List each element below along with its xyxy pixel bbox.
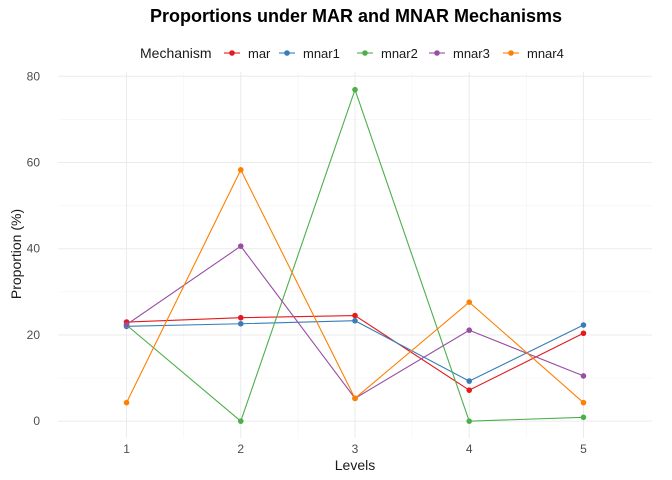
legend-label: mnar4 xyxy=(527,46,564,61)
legend-key-point xyxy=(284,50,290,56)
data-point-mnar1 xyxy=(580,322,587,328)
legend-title: Mechanism xyxy=(140,45,212,61)
legend-key-point xyxy=(362,50,368,56)
legend-key-point xyxy=(229,50,235,56)
data-point-mnar1 xyxy=(466,378,473,384)
series-mnar2 xyxy=(123,86,587,424)
y-tick-label: 60 xyxy=(27,156,41,170)
data-point-mar xyxy=(237,314,244,321)
data-point-mnar1 xyxy=(237,320,244,327)
data-point-mnar4 xyxy=(466,299,473,306)
legend: Mechanism mar mnar1 mnar2 mnar3 mnar4 xyxy=(140,45,564,61)
series-layer xyxy=(123,86,587,424)
legend-item-mnar3: mnar3 xyxy=(429,46,490,61)
x-tick-label: 5 xyxy=(580,442,587,456)
chart-title: Proportions under MAR and MNAR Mechanism… xyxy=(150,6,562,26)
data-point-mnar4 xyxy=(580,399,587,406)
data-point-mnar3 xyxy=(580,373,587,379)
tick-labels: 0 20 40 60 80 1 2 3 4 5 xyxy=(27,69,587,456)
legend-key-point xyxy=(508,50,514,56)
grid xyxy=(58,72,652,438)
x-tick-label: 1 xyxy=(123,442,130,456)
data-point-mar xyxy=(466,387,473,393)
data-point-mnar2 xyxy=(352,86,358,93)
data-point-mar xyxy=(352,312,358,319)
legend-item-mnar4: mnar4 xyxy=(503,46,564,61)
y-axis-label: Proportion (%) xyxy=(8,209,24,299)
y-tick-label: 0 xyxy=(33,414,40,428)
x-tick-label: 2 xyxy=(237,442,244,456)
y-tick-label: 40 xyxy=(27,242,41,256)
legend-label: mnar1 xyxy=(303,46,340,61)
legend-label: mnar2 xyxy=(381,46,418,61)
x-tick-label: 3 xyxy=(352,442,359,456)
legend-label: mnar3 xyxy=(453,46,490,61)
data-point-mnar4 xyxy=(237,167,244,173)
data-point-mnar3 xyxy=(237,243,244,249)
data-point-mnar2 xyxy=(466,418,473,424)
data-point-mnar4 xyxy=(352,395,358,402)
y-tick-label: 20 xyxy=(27,328,41,342)
data-point-mar xyxy=(580,330,587,337)
legend-item-mnar2: mnar2 xyxy=(357,46,418,61)
legend-key-point xyxy=(434,50,440,56)
data-point-mnar1 xyxy=(352,317,358,324)
data-point-mnar2 xyxy=(580,414,587,421)
series-mnar4 xyxy=(123,167,587,406)
x-tick-label: 4 xyxy=(466,442,473,456)
legend-label: mar xyxy=(248,46,271,61)
data-point-mnar3 xyxy=(123,321,130,328)
data-point-mnar3 xyxy=(466,327,473,334)
data-point-mnar4 xyxy=(123,399,130,406)
legend-item-mnar1: mnar1 xyxy=(279,46,340,61)
x-axis-label: Levels xyxy=(335,457,375,473)
series-mar xyxy=(123,312,587,393)
data-point-mnar2 xyxy=(237,418,244,424)
legend-item-mar: mar xyxy=(224,46,271,61)
y-tick-label: 80 xyxy=(27,69,41,83)
